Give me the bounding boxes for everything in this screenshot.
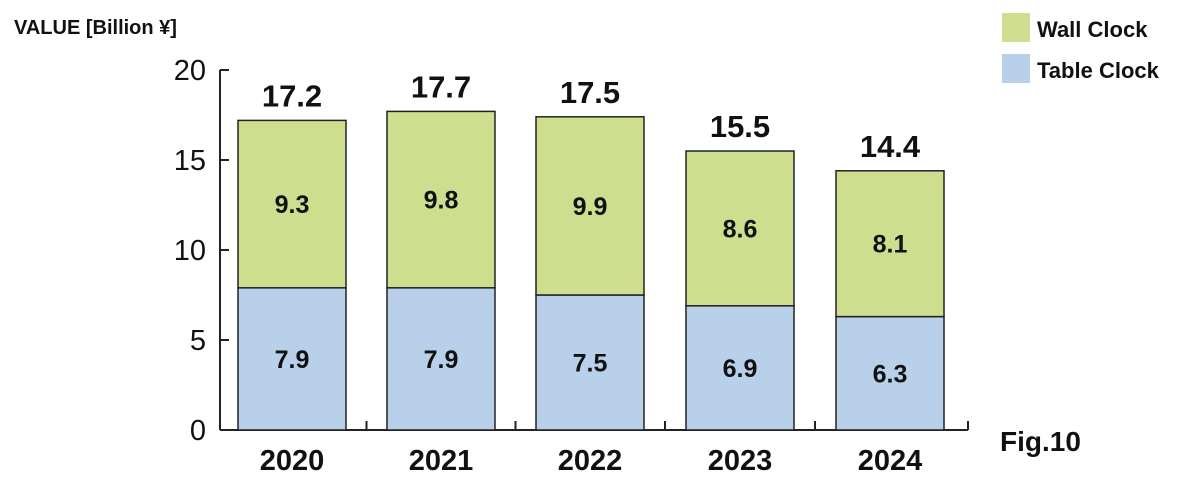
total-label-2024: 14.4: [860, 129, 921, 164]
bar-wall-clock-2020: [237, 119, 347, 289]
total-label-2021: 17.7: [411, 69, 471, 104]
total-label-2023: 15.5: [710, 109, 770, 144]
x-category-label-2020: 2020: [260, 445, 325, 477]
bar-wall-clock-2021: [386, 110, 496, 289]
legend-label-table-clock: Table Clock: [1037, 58, 1160, 83]
bar-wall-clock-2024: [835, 170, 945, 318]
legend: Wall Clock Table Clock: [1002, 13, 1160, 83]
y-tick-label: 0: [190, 415, 206, 447]
segment-label-wall-clock-2022: 9.9: [573, 193, 608, 221]
bar-table-clock-2022: [535, 294, 645, 431]
data-labels: 7.9 9.3 17.2 2020 7.9 9.8 17.7 2021 7.5 9.9 17.5 20…: [260, 69, 923, 477]
x-category-label-2021: 2021: [409, 445, 474, 477]
segment-label-table-clock-2022: 7.5: [573, 350, 608, 378]
segment-label-table-clock-2021: 7.9: [424, 346, 459, 374]
bar-wall-clock-2023: [685, 150, 795, 307]
segment-label-table-clock-2020: 7.9: [275, 346, 310, 374]
x-category-label-2022: 2022: [558, 445, 623, 477]
y-axis-title: VALUE [Billion ¥]: [14, 17, 177, 39]
bars: [237, 110, 945, 431]
bar-table-clock-2024: [835, 315, 945, 431]
total-label-2020: 17.2: [262, 78, 322, 113]
bar-wall-clock-2022: [535, 116, 645, 296]
y-tick-label: 15: [174, 145, 206, 177]
figure-label: Fig.10: [1000, 426, 1081, 457]
y-tick-label: 5: [190, 325, 206, 357]
segment-label-table-clock-2023: 6.9: [723, 355, 758, 383]
x-category-label-2024: 2024: [858, 445, 923, 477]
segment-label-wall-clock-2020: 9.3: [275, 191, 310, 219]
bar-table-clock-2020: [237, 287, 347, 431]
y-tick-label: 20: [174, 55, 206, 87]
bar-table-clock-2021: [386, 287, 496, 431]
total-label-2022: 17.5: [560, 75, 620, 110]
segment-label-wall-clock-2024: 8.1: [873, 231, 908, 259]
legend-swatch-table-clock: [1002, 54, 1030, 83]
segment-label-wall-clock-2023: 8.6: [723, 215, 758, 243]
legend-swatch-wall-clock: [1002, 13, 1030, 42]
segment-label-table-clock-2024: 6.3: [873, 360, 908, 388]
segment-label-wall-clock-2021: 9.8: [424, 187, 459, 215]
x-category-label-2023: 2023: [708, 445, 773, 477]
legend-label-wall-clock: Wall Clock: [1037, 17, 1148, 42]
y-tick-label: 10: [174, 235, 206, 267]
bar-table-clock-2023: [685, 305, 795, 431]
